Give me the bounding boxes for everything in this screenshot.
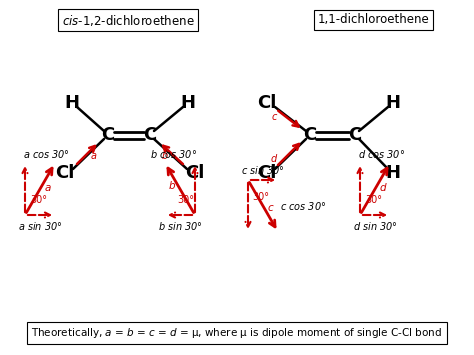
- Text: a: a: [91, 151, 97, 161]
- Text: 30°: 30°: [252, 192, 269, 202]
- Text: C: C: [303, 126, 317, 144]
- Text: C: C: [348, 126, 362, 144]
- Text: Cl: Cl: [55, 164, 75, 182]
- Text: $c$ cos 30°: $c$ cos 30°: [280, 200, 326, 212]
- Text: Cl: Cl: [185, 164, 205, 182]
- Text: 1,1-dichloroethene: 1,1-dichloroethene: [318, 13, 430, 27]
- Text: d: d: [271, 154, 277, 164]
- Text: H: H: [181, 94, 195, 112]
- Text: $d$ cos 30°: $d$ cos 30°: [358, 148, 405, 160]
- Text: $b$ cos 30°: $b$ cos 30°: [150, 148, 197, 160]
- Text: 30°: 30°: [365, 195, 382, 205]
- Text: a: a: [45, 183, 51, 193]
- Text: 30°: 30°: [177, 195, 194, 205]
- Text: H: H: [64, 94, 80, 112]
- Text: $\it{cis}$-1,2-dichloroethene: $\it{cis}$-1,2-dichloroethene: [62, 12, 195, 27]
- Text: Theoretically, $a$ = $b$ = $c$ = $d$ = μ, where μ is dipole moment of single C-C: Theoretically, $a$ = $b$ = $c$ = $d$ = μ…: [31, 326, 443, 340]
- Text: Cl: Cl: [257, 94, 277, 112]
- Text: H: H: [385, 164, 401, 182]
- Text: $c$ sin 30°: $c$ sin 30°: [241, 164, 285, 176]
- Text: b: b: [162, 151, 168, 161]
- Text: $a$ cos 30°: $a$ cos 30°: [23, 148, 70, 160]
- Text: c: c: [271, 112, 277, 122]
- Text: d: d: [380, 183, 387, 193]
- Text: 30°: 30°: [30, 195, 47, 205]
- Text: $b$ sin 30°: $b$ sin 30°: [158, 220, 202, 232]
- Text: C: C: [101, 126, 115, 144]
- Text: H: H: [385, 94, 401, 112]
- Text: C: C: [143, 126, 156, 144]
- Text: c: c: [268, 203, 274, 213]
- Text: $a$ sin 30°: $a$ sin 30°: [18, 220, 62, 232]
- Text: $d$ sin 30°: $d$ sin 30°: [353, 220, 397, 232]
- Text: b: b: [168, 181, 175, 191]
- Text: Cl: Cl: [257, 164, 277, 182]
